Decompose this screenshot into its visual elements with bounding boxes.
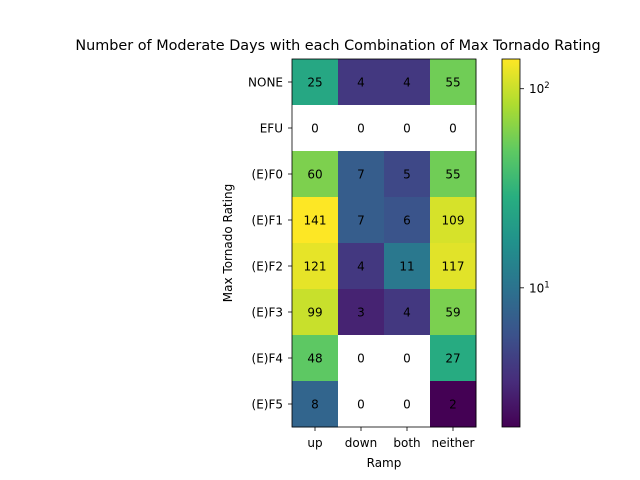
heatmap-cell <box>338 335 385 382</box>
heatmap-cell <box>384 335 431 382</box>
cell-value-label: 121 <box>304 260 327 274</box>
cell-value-label: 0 <box>403 122 411 136</box>
heatmap-cell <box>338 151 385 198</box>
cell-value-label: 141 <box>304 214 327 228</box>
y-tick-label: EFU <box>260 122 283 136</box>
cell-value-label: 48 <box>307 352 322 366</box>
cell-value-label: 27 <box>445 352 460 366</box>
heatmap-cell <box>430 289 477 336</box>
plot-frame <box>291 58 477 428</box>
heatmap-cell <box>384 105 431 152</box>
cell-value-label: 60 <box>307 168 322 182</box>
cell-value-label: 4 <box>357 260 365 274</box>
cell-value-label: 0 <box>357 352 365 366</box>
y-tick-label: (E)F1 <box>252 214 283 228</box>
heatmap-cell <box>292 335 339 382</box>
cell-value-label: 59 <box>445 306 460 320</box>
cell-value-label: 11 <box>399 260 414 274</box>
cell-value-label: 4 <box>357 76 365 90</box>
x-tick-label: up <box>307 436 322 450</box>
y-axis-ticks: NONE EFU (E)F0 (E)F1 (E)F2 (E)F3 (E)F4 (E)F5 <box>248 76 292 412</box>
cell-value-label: 55 <box>445 76 460 90</box>
heatmap-cell <box>338 59 385 106</box>
heatmap-cell <box>384 381 431 428</box>
heatmap-cell <box>292 289 339 336</box>
x-axis-ticks: up down both neither <box>307 427 475 450</box>
y-tick-label: NONE <box>248 76 283 90</box>
heatmap-cell <box>338 243 385 290</box>
y-tick-label: (E)F3 <box>252 306 283 320</box>
y-axis-label: Max Tornado Rating <box>221 184 235 302</box>
heatmap-cell <box>292 381 339 428</box>
x-tick-label: neither <box>432 436 475 450</box>
cell-value-label: 117 <box>442 260 465 274</box>
cell-value-label: 0 <box>449 122 457 136</box>
colorbar-tick-label: 101 <box>529 280 550 295</box>
heatmap-cell <box>338 289 385 336</box>
heatmap-cell <box>430 151 477 198</box>
x-tick-label: down <box>345 436 377 450</box>
cell-value-label: 3 <box>357 306 365 320</box>
heatmap-cell <box>384 59 431 106</box>
heatmap-cell <box>384 197 431 244</box>
cell-value-label: 25 <box>307 76 322 90</box>
y-tick-label: (E)F4 <box>252 352 283 366</box>
cell-value-label: 99 <box>307 306 322 320</box>
cell-value-label: 2 <box>449 398 457 412</box>
heatmap-cells <box>292 59 477 428</box>
heatmap-cell <box>430 197 477 244</box>
heatmap-cell <box>430 59 477 106</box>
heatmap-cell <box>292 59 339 106</box>
cell-value-label: 6 <box>403 214 411 228</box>
cell-value-label: 55 <box>445 168 460 182</box>
chart-title: Number of Moderate Days with each Combin… <box>75 38 600 54</box>
heatmap-cell <box>338 381 385 428</box>
heatmap-cell <box>430 105 477 152</box>
heatmap-cell <box>292 151 339 198</box>
heatmap-cell <box>292 105 339 152</box>
cell-value-label: 7 <box>357 214 365 228</box>
heatmap-cell <box>430 243 477 290</box>
cell-value-label: 0 <box>403 398 411 412</box>
cell-value-label: 8 <box>311 398 319 412</box>
heatmap-cell <box>384 243 431 290</box>
y-tick-label: (E)F2 <box>252 260 283 274</box>
x-axis-label: Ramp <box>367 456 402 470</box>
heatmap-cell <box>338 197 385 244</box>
heatmap-cell <box>430 335 477 382</box>
cell-value-label: 0 <box>311 122 319 136</box>
colorbar-ticks: 101 102 <box>520 81 550 295</box>
cell-value-label: 4 <box>403 306 411 320</box>
y-tick-label: (E)F0 <box>252 168 283 182</box>
cell-value-label: 4 <box>403 76 411 90</box>
y-tick-label: (E)F5 <box>252 398 283 412</box>
cell-value-label: 7 <box>357 168 365 182</box>
x-tick-label: both <box>393 436 420 450</box>
colorbar-tick-label: 102 <box>529 81 550 96</box>
heatmap-cell <box>292 197 339 244</box>
heatmap-cell <box>384 151 431 198</box>
cell-value-label: 109 <box>442 214 465 228</box>
heatmap-cell <box>338 105 385 152</box>
cell-value-label: 0 <box>357 398 365 412</box>
heatmap-cell <box>430 381 477 428</box>
cell-value-label: 0 <box>357 122 365 136</box>
cell-value-label: 5 <box>403 168 411 182</box>
cell-value-label: 0 <box>403 352 411 366</box>
heatmap-cell <box>384 289 431 336</box>
colorbar <box>501 58 521 428</box>
heatmap-cell <box>292 243 339 290</box>
